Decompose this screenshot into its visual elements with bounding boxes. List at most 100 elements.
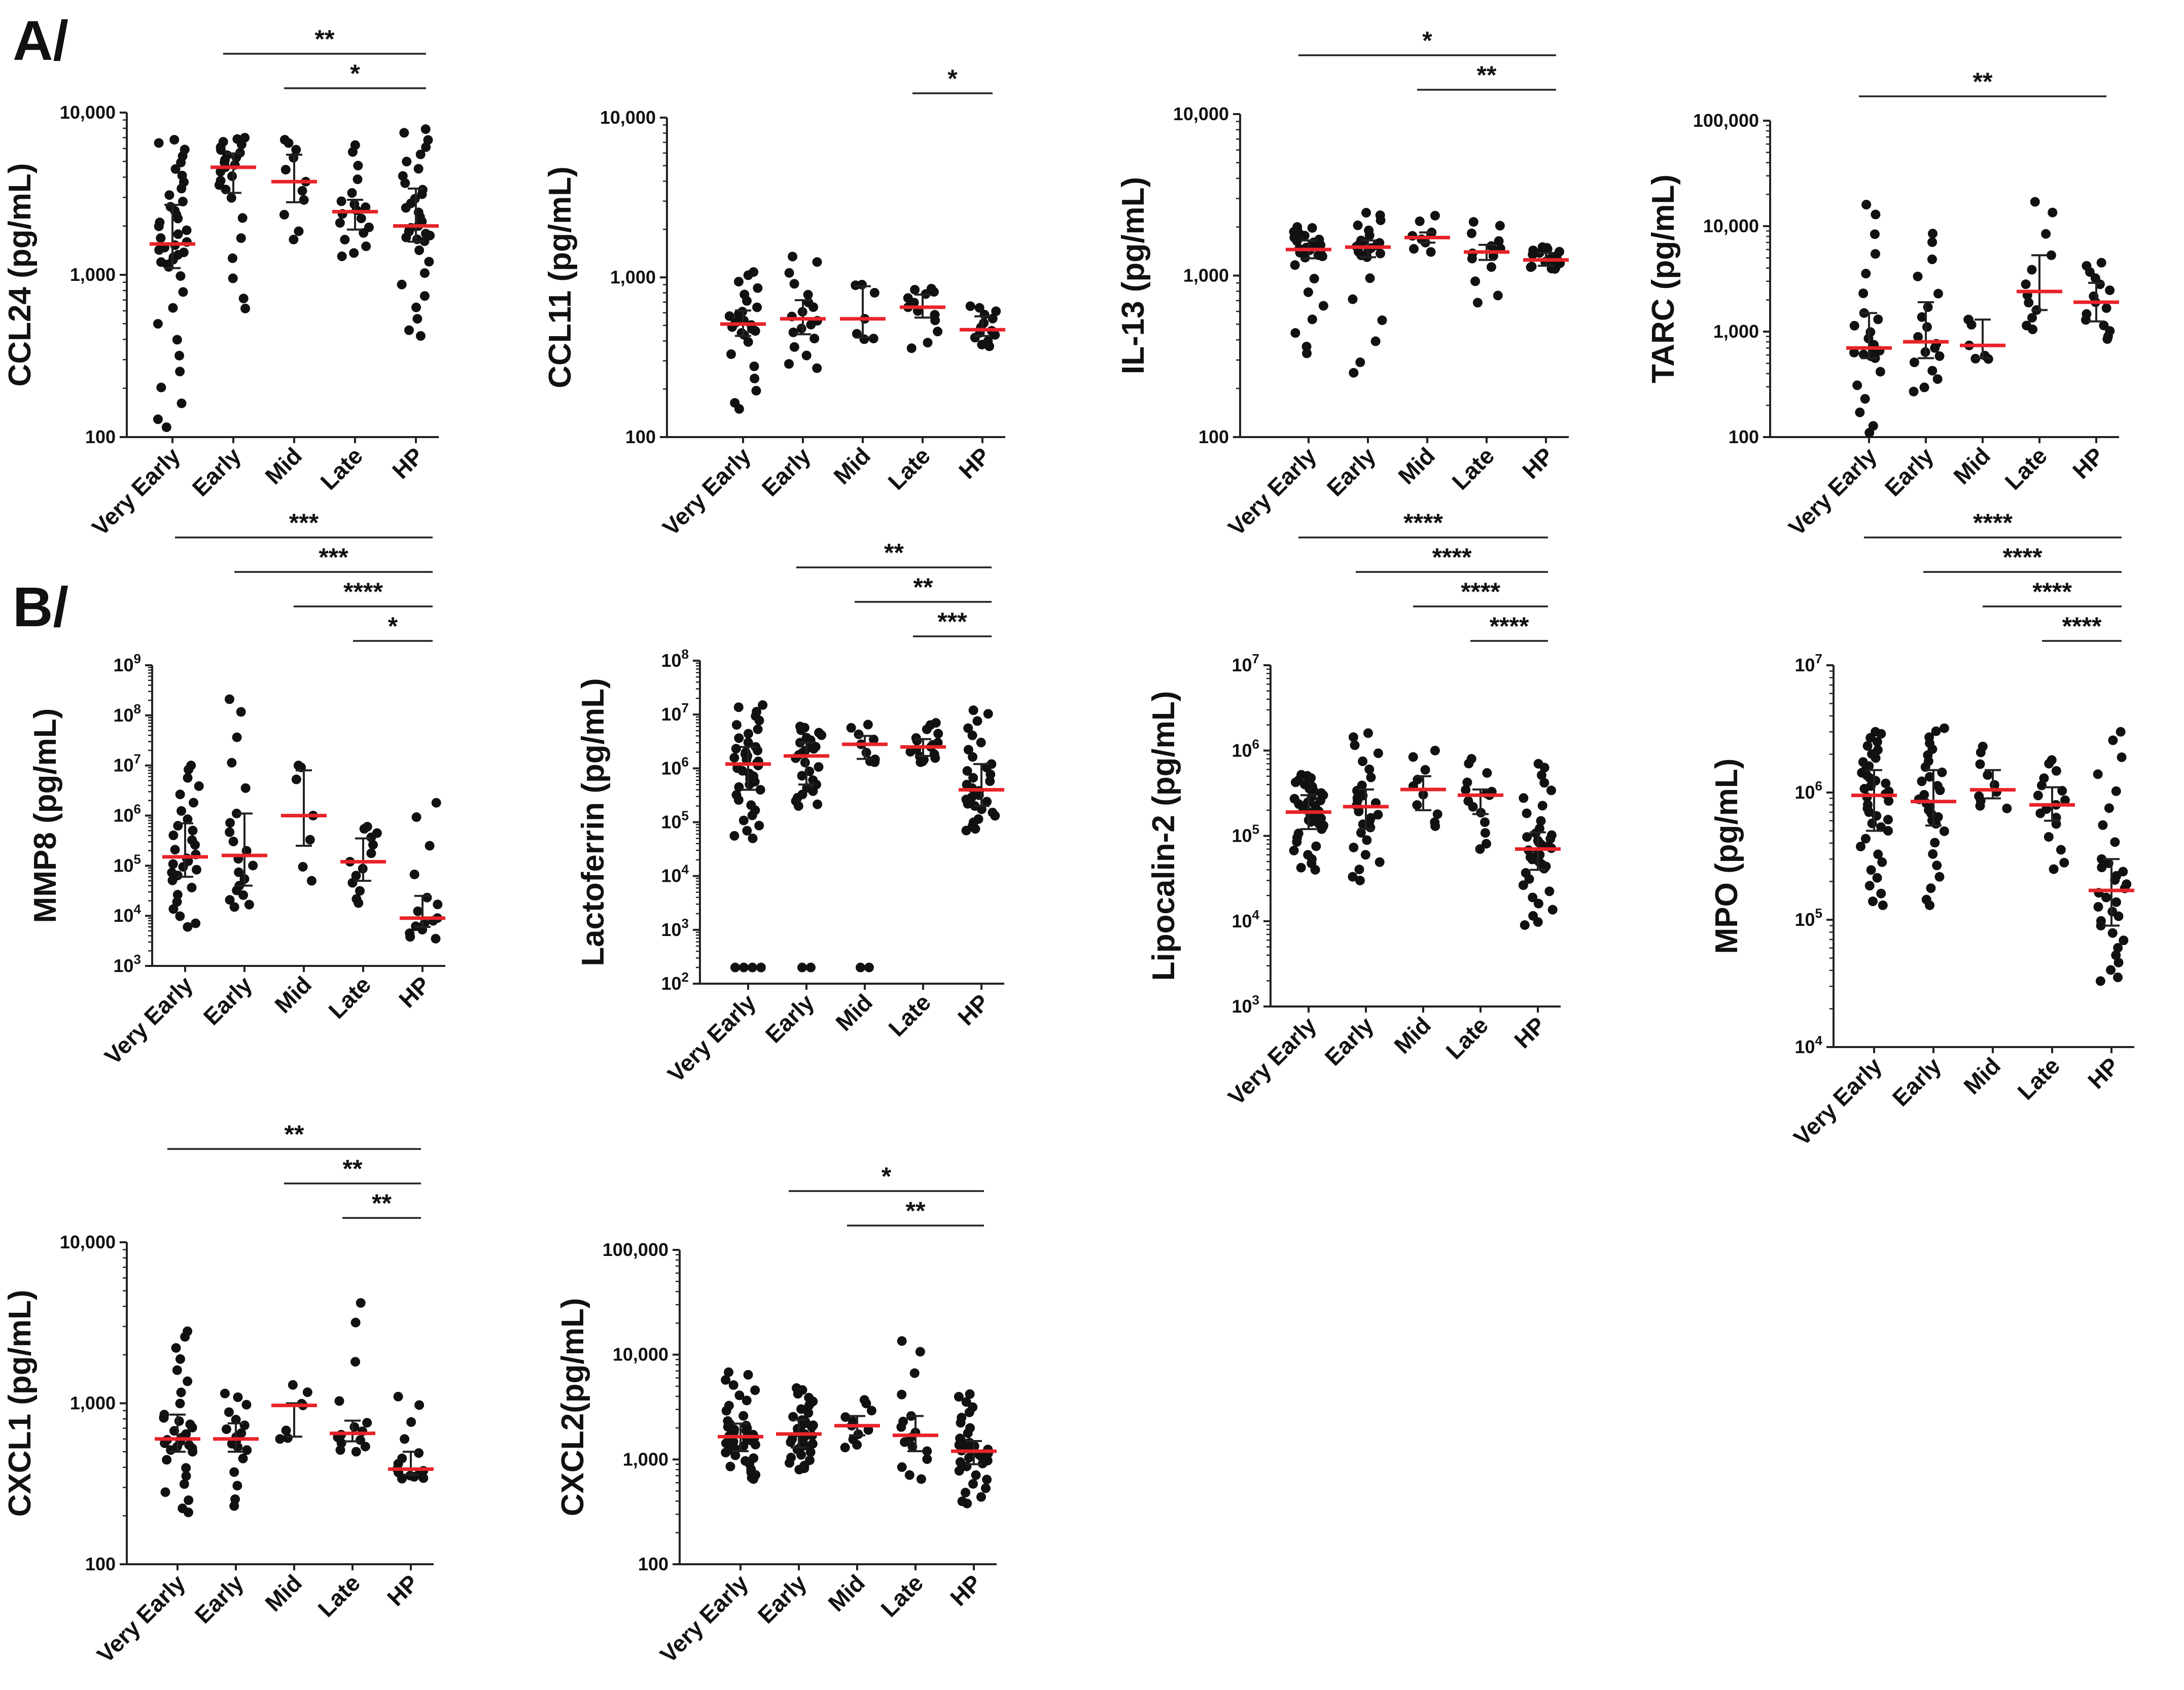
data-point xyxy=(731,720,742,730)
y-tick-label-base: 100 xyxy=(638,1554,668,1574)
data-point xyxy=(350,1317,361,1327)
data-point xyxy=(298,861,308,872)
x-tick-label: Early xyxy=(198,971,258,1030)
data-point xyxy=(1927,254,1937,264)
y-tick-label: 109 xyxy=(113,651,141,675)
data-point xyxy=(162,1455,172,1465)
chart-tarc: 100 1,000 10,000 100,000 TARC (pg/mL) Very Ea… xyxy=(1646,67,2119,541)
data-point xyxy=(423,135,433,145)
data-point xyxy=(414,1448,424,1458)
y-tick-label-exponent: 9 xyxy=(134,651,141,666)
y-tick-label-base: 10,000 xyxy=(600,107,656,128)
significance-label: ** xyxy=(372,1189,392,1217)
data-point xyxy=(1303,850,1313,860)
y-tick-label-base: 100 xyxy=(625,426,656,447)
data-point xyxy=(751,386,761,396)
data-point xyxy=(963,745,973,755)
significance-label: * xyxy=(350,59,360,88)
data-point xyxy=(1348,872,1358,882)
y-tick-label: 10,000 xyxy=(1173,103,1229,124)
data-point xyxy=(1361,208,1371,218)
y-tick-label-base: 10 xyxy=(661,866,681,886)
x-tick-label: HP xyxy=(953,989,994,1030)
data-point xyxy=(1462,777,1472,787)
data-point xyxy=(1472,298,1483,308)
data-point xyxy=(156,233,166,243)
x-tick-label: Very Early xyxy=(99,971,198,1069)
data-point xyxy=(1871,209,1881,220)
data-point xyxy=(739,290,750,300)
data-point xyxy=(1376,248,1386,259)
y-tick-label: 100 xyxy=(1199,426,1229,447)
data-point xyxy=(1420,765,1430,775)
y-tick-label: 107 xyxy=(661,700,689,725)
data-point xyxy=(306,876,316,886)
data-point xyxy=(748,962,757,973)
data-point xyxy=(758,700,768,710)
y-tick-label-exponent: 3 xyxy=(1252,992,1259,1008)
data-point xyxy=(289,234,299,244)
data-point xyxy=(2113,973,2123,983)
data-point xyxy=(1913,271,1923,281)
data-point xyxy=(340,235,350,245)
data-point xyxy=(350,1357,361,1367)
data-point xyxy=(731,744,741,754)
data-point xyxy=(1868,421,1878,431)
significance-label: **** xyxy=(2003,543,2042,571)
x-tick-label: Late xyxy=(1999,442,2052,495)
y-tick-label-exponent: 6 xyxy=(682,754,689,769)
data-point xyxy=(1878,900,1888,910)
data-point xyxy=(181,1429,191,1439)
y-tick-label-base: 100,000 xyxy=(603,1239,668,1260)
data-point xyxy=(933,327,943,337)
data-point xyxy=(172,1365,182,1375)
data-point xyxy=(749,361,759,371)
data-point xyxy=(985,776,995,786)
panel-label-b: B/ xyxy=(13,576,68,638)
y-axis-label: CCL24 (pg/mL) xyxy=(3,163,38,387)
data-point xyxy=(961,1397,971,1407)
data-point xyxy=(797,1385,807,1395)
data-point xyxy=(225,694,235,704)
y-tick-label-base: 1,000 xyxy=(70,1393,116,1414)
x-tick-label: Very Early xyxy=(92,1569,190,1668)
data-point xyxy=(1481,839,1491,849)
data-point xyxy=(419,291,430,301)
data-point xyxy=(227,758,237,768)
data-point xyxy=(1933,289,1943,299)
data-point xyxy=(1861,200,1872,210)
x-tick-label: HP xyxy=(394,971,435,1013)
data-point xyxy=(814,728,824,738)
y-tick-label-base: 100 xyxy=(1199,426,1229,447)
data-point xyxy=(870,754,880,765)
x-tick-label: Early xyxy=(1880,442,1939,501)
data-point xyxy=(916,1474,926,1484)
data-point xyxy=(743,737,753,747)
chart-ccl11: 100 1,000 10,000 CCL11 (pg/mL) Very Early Ear… xyxy=(543,64,1005,541)
data-point xyxy=(1534,823,1544,834)
data-point xyxy=(803,290,813,300)
data-point xyxy=(1537,770,1547,780)
data-point xyxy=(1866,865,1876,875)
data-point xyxy=(723,1416,733,1426)
data-point xyxy=(154,138,164,148)
data-point xyxy=(1314,234,1324,244)
data-point xyxy=(1307,781,1317,792)
data-point xyxy=(799,723,809,733)
data-point xyxy=(933,729,943,739)
data-point xyxy=(1876,822,1886,832)
data-point xyxy=(796,1404,806,1414)
data-point xyxy=(1864,881,1875,891)
data-point xyxy=(854,729,864,739)
data-point xyxy=(2044,832,2054,842)
data-point xyxy=(2116,727,2126,737)
y-tick-label-base: 10 xyxy=(113,855,133,876)
data-point xyxy=(1849,347,1859,357)
data-point xyxy=(1363,728,1373,738)
data-point xyxy=(741,1420,751,1430)
data-point xyxy=(954,1466,964,1476)
data-point xyxy=(2105,285,2115,296)
data-point xyxy=(961,1488,971,1498)
data-point xyxy=(1302,348,1312,358)
